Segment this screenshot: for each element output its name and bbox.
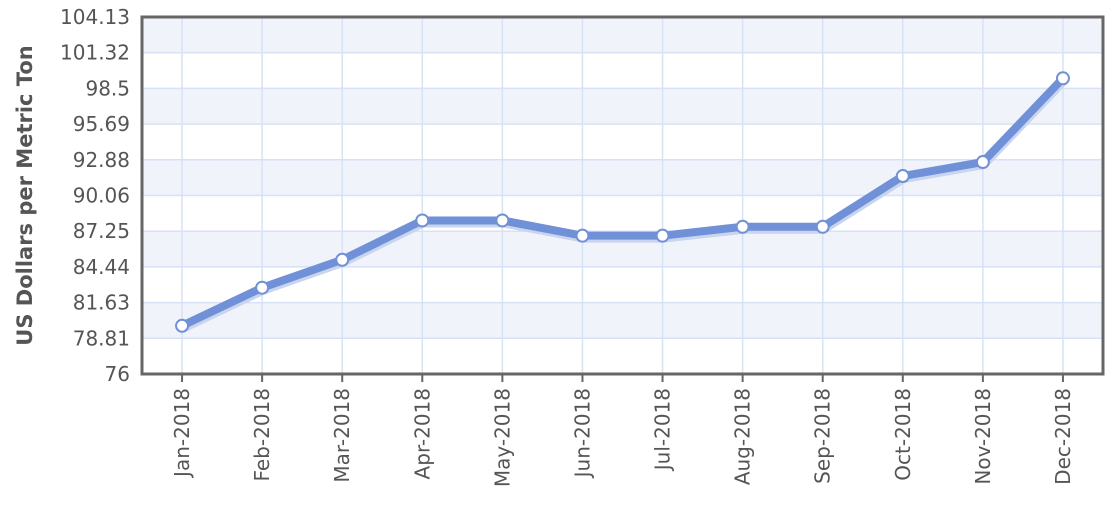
data-point[interactable]: [655, 228, 670, 243]
x-tick-label: Jan-2018: [170, 388, 194, 479]
data-point[interactable]: [895, 169, 910, 184]
data-point[interactable]: [255, 280, 270, 295]
y-tick-label: 90.06: [73, 184, 130, 208]
data-point[interactable]: [575, 228, 590, 243]
data-point[interactable]: [175, 318, 190, 333]
x-tick-label: Jun-2018: [570, 388, 594, 479]
y-tick-label: 76: [105, 362, 130, 386]
data-point[interactable]: [1055, 71, 1070, 86]
x-tick-label: Apr-2018: [410, 388, 434, 479]
y-tick-label: 87.25: [73, 219, 130, 243]
y-tick-label: 92.88: [73, 148, 130, 172]
plot-bands: [142, 17, 1103, 339]
x-tick-label: Mar-2018: [330, 388, 354, 483]
series-layer: [175, 71, 1070, 333]
y-tick-label: 78.81: [73, 326, 130, 350]
x-tick-label: Sep-2018: [811, 388, 835, 484]
data-point[interactable]: [495, 213, 510, 228]
gridlines: [142, 17, 1103, 374]
plot-band: [142, 88, 1103, 125]
data-point[interactable]: [415, 213, 430, 228]
plot-frame: [140, 15, 1105, 376]
x-tick-label: Feb-2018: [250, 388, 274, 482]
x-tick-label: May-2018: [490, 388, 514, 487]
y-tick-label: 81.63: [73, 291, 130, 315]
y-axis-label: US Dollars per Metric Ton: [13, 45, 37, 345]
x-tick-label: Nov-2018: [971, 388, 995, 485]
data-point[interactable]: [815, 219, 830, 234]
y-tick-label: 95.69: [73, 112, 130, 136]
data-point[interactable]: [335, 252, 350, 267]
y-tick-label: 101.32: [60, 41, 130, 65]
x-tick-label: Aug-2018: [731, 388, 755, 485]
series-line: [178, 74, 1067, 330]
y-tick-label: 104.13: [60, 5, 130, 29]
x-tick-label: Oct-2018: [891, 388, 915, 481]
x-axis-ticks: Jan-2018 Feb-2018 Mar-2018 Apr-2018 May-2018…: [170, 374, 1075, 487]
plot-band: [142, 302, 1103, 339]
y-tick-label: 84.44: [73, 255, 130, 279]
y-axis-ticks: 76 78.81 81.63 84.44 87.25 90.06 92.88 95.69 98.…: [60, 5, 130, 386]
data-point[interactable]: [975, 155, 990, 170]
x-tick-label: Jul-2018: [651, 388, 675, 472]
y-tick-label: 98.5: [85, 76, 130, 100]
x-tick-label: Dec-2018: [1051, 388, 1075, 485]
data-point[interactable]: [735, 219, 750, 234]
plot-band: [142, 17, 1103, 53]
